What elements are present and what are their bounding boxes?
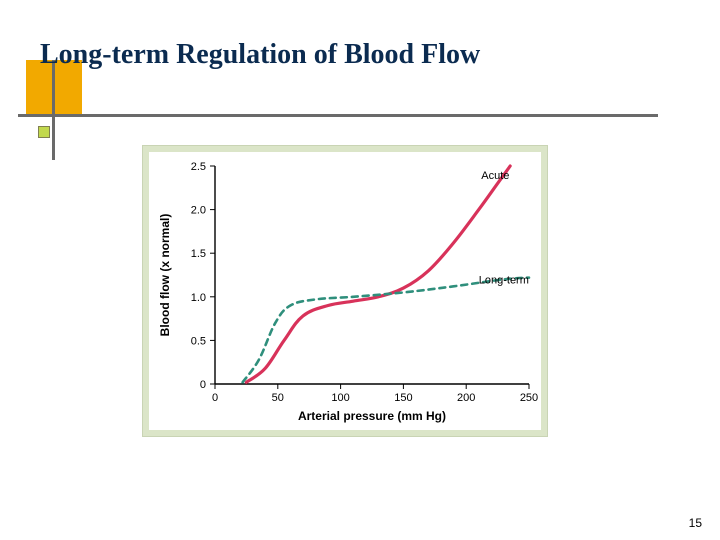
slide: Long-term Regulation of Blood Flow 0 50 10…	[0, 0, 720, 540]
svg-text:0: 0	[200, 379, 206, 391]
svg-text:Acute: Acute	[481, 170, 509, 182]
svg-text:0: 0	[212, 392, 218, 404]
svg-text:Blood flow (x normal): Blood flow (x normal)	[158, 214, 172, 337]
svg-text:2.0: 2.0	[191, 205, 206, 217]
svg-text:Arterial pressure (mm Hg): Arterial pressure (mm Hg)	[298, 409, 446, 423]
page-number: 15	[689, 516, 702, 530]
svg-text:250: 250	[520, 392, 538, 404]
template-vertical-line	[52, 60, 55, 160]
bullet-square	[38, 126, 50, 138]
template-horizontal-line	[18, 114, 658, 117]
svg-text:1.5: 1.5	[191, 248, 206, 260]
svg-text:200: 200	[457, 392, 475, 404]
slide-title: Long-term Regulation of Blood Flow	[40, 39, 480, 71]
svg-text:50: 50	[272, 392, 284, 404]
svg-text:1.0: 1.0	[191, 292, 206, 304]
svg-text:Long-term: Long-term	[479, 275, 529, 287]
svg-text:2.5: 2.5	[191, 161, 206, 173]
svg-text:0.5: 0.5	[191, 335, 206, 347]
svg-text:100: 100	[331, 392, 349, 404]
svg-text:150: 150	[394, 392, 412, 404]
chart-area: 0 50 100 150 200 250 0 0.5 1.0 1.5 2.0 2.5 Arterial …	[149, 152, 541, 430]
chart-svg: 0 50 100 150 200 250 0 0.5 1.0 1.5 2.0 2.5 Arterial …	[149, 152, 541, 430]
chart-frame: 0 50 100 150 200 250 0 0.5 1.0 1.5 2.0 2.5 Arterial …	[142, 145, 548, 437]
